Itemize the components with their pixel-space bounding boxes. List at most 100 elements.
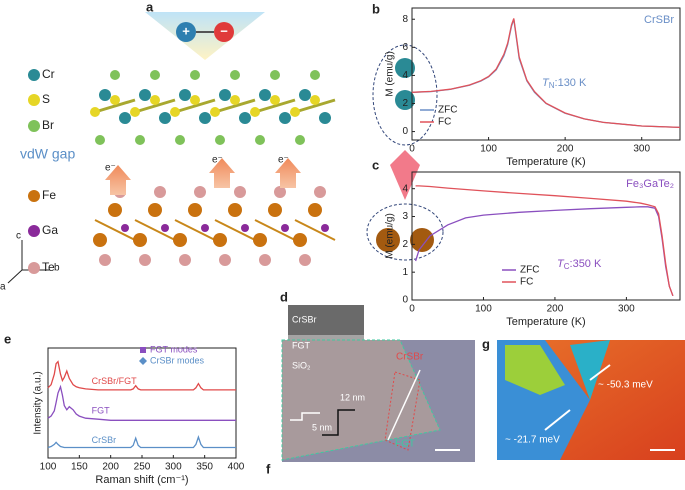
axis-a — [7, 269, 23, 284]
fe-atom — [308, 203, 322, 217]
annotation-sub: N — [549, 81, 555, 90]
series-line — [411, 18, 681, 129]
te-atom — [234, 186, 246, 198]
spin-ellipse — [372, 44, 438, 146]
crsbr-region — [505, 345, 565, 395]
plus-sign: + — [182, 23, 190, 38]
chart-title: CrSBr — [644, 14, 674, 26]
y-axis-label: M (emu/g) — [385, 213, 396, 259]
bond — [214, 219, 256, 241]
bond — [94, 219, 136, 241]
panel-label: b — [372, 1, 380, 16]
br-atom — [215, 135, 225, 145]
br-atom — [110, 70, 120, 80]
atom-key — [28, 225, 40, 237]
atom-key — [28, 190, 40, 202]
wave-packet — [390, 150, 420, 200]
s-atom — [90, 107, 100, 117]
x-tick-label: 100 — [480, 144, 497, 155]
bond — [174, 98, 216, 114]
cr-atom — [199, 112, 211, 124]
electron-label: e⁻ — [105, 163, 116, 174]
x-tick-label: 300 — [618, 304, 635, 315]
labels: a b c d e f g Cr S Br vdW gap e⁻ e⁻ e⁻ F… — [0, 0, 653, 477]
dipole-cone — [145, 12, 265, 60]
fe-atom — [253, 233, 267, 247]
flake-label: CrSBr — [396, 352, 424, 363]
br-atom — [310, 70, 320, 80]
bond — [254, 219, 296, 241]
cr-spin — [395, 90, 415, 110]
transfer-arrow — [275, 158, 301, 188]
s-atom — [230, 95, 240, 105]
potential-label: ~ -50.3 meV — [598, 380, 653, 391]
ga-atom — [121, 224, 129, 232]
atom-key — [28, 262, 40, 274]
atom-key — [28, 120, 40, 132]
schematics: + − — [7, 12, 685, 462]
x-tick-label: 200 — [102, 462, 119, 473]
electron-label: e⁻ — [278, 155, 289, 166]
panel-label: f — [266, 461, 271, 476]
plot-frame — [411, 171, 681, 301]
br-atom — [150, 70, 160, 80]
atom-label: Cr — [42, 67, 55, 81]
panel-label: g — [482, 336, 490, 351]
s-atom — [270, 95, 280, 105]
annotation-rest: :130 K — [555, 77, 587, 89]
cr-atom — [259, 89, 271, 101]
annotation-symbol: T — [557, 258, 565, 270]
atom-label: Br — [42, 118, 54, 132]
fe-atom — [133, 233, 147, 247]
annotation-sub: C — [564, 262, 570, 271]
br-atom — [135, 135, 145, 145]
y-tick-label: 4 — [402, 183, 408, 194]
ga-atom — [281, 224, 289, 232]
bond — [214, 98, 256, 114]
atom-key — [28, 94, 40, 106]
s-atom — [310, 95, 320, 105]
annotation-rest: :350 K — [570, 258, 602, 270]
fe-spin — [376, 228, 400, 252]
y-tick-label: 6 — [402, 42, 408, 53]
atom-label: Ga — [42, 223, 58, 237]
series-line — [47, 434, 236, 449]
te-atom — [219, 254, 231, 266]
panel-label: c — [372, 157, 379, 172]
annotation: TN:130 K — [542, 77, 587, 90]
positive-charge — [176, 22, 196, 42]
y-tick-label: 8 — [402, 14, 408, 25]
cr-atom — [319, 112, 331, 124]
atom-key — [28, 69, 40, 81]
y-axis-label: M (emu/g) — [385, 51, 396, 97]
legend-label: FC — [520, 277, 533, 288]
fe-atom — [228, 203, 242, 217]
fe-atom — [173, 233, 187, 247]
crsbr-layer — [288, 305, 364, 335]
cr-spin — [395, 58, 415, 78]
te-atom — [299, 254, 311, 266]
cr-atom — [179, 89, 191, 101]
x-tick-label: 350 — [196, 462, 213, 473]
y-tick-label: 1 — [402, 267, 408, 278]
fe-spin — [410, 228, 434, 252]
profile-line — [387, 369, 421, 441]
bond — [134, 219, 176, 241]
x-tick-label: 0 — [409, 144, 415, 155]
panel-label: d — [280, 289, 288, 304]
layer-label: CrSBr — [292, 314, 317, 324]
transfer-arrow — [209, 158, 235, 188]
panel-label: e — [4, 331, 11, 346]
layer-label: SiO₂ — [292, 360, 311, 370]
bond — [134, 98, 176, 114]
ga-atom — [241, 224, 249, 232]
height-label: 12 nm — [340, 392, 365, 402]
height-profile — [322, 409, 355, 436]
potential-label: ~ -21.7 meV — [505, 435, 560, 446]
ga-atom — [201, 224, 209, 232]
ga-atom — [161, 224, 169, 232]
fe-atom — [108, 203, 122, 217]
br-atom — [255, 135, 265, 145]
fe-atom — [188, 203, 202, 217]
flake-label: FGT — [395, 439, 415, 450]
